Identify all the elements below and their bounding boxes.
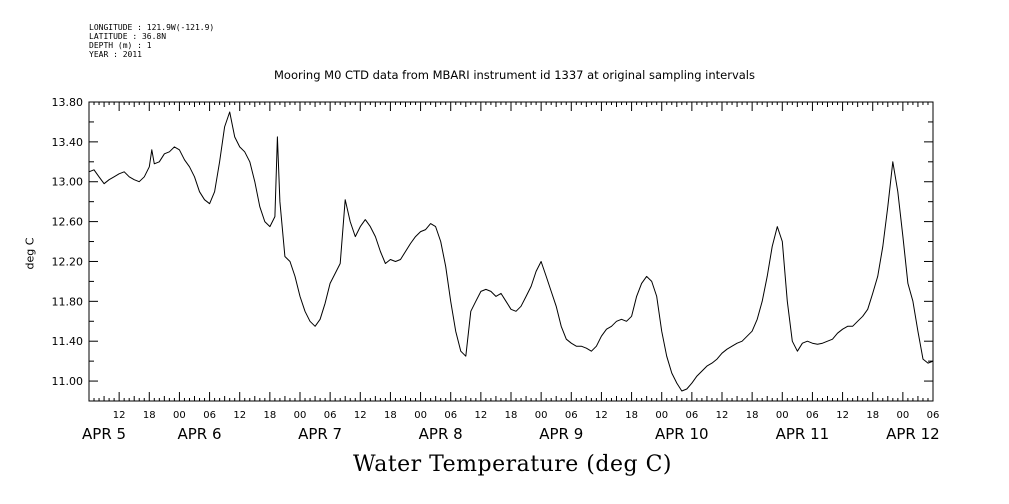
latitude-text: LATITUDE : 36.8N <box>89 32 167 41</box>
x-hour-label: 12 <box>354 410 367 421</box>
x-hour-label: 18 <box>143 410 156 421</box>
x-date-label: APR 10 <box>655 425 709 443</box>
x-hour-label: 00 <box>414 410 427 421</box>
x-hour-label: 12 <box>113 410 126 421</box>
x-hour-label: 12 <box>716 410 729 421</box>
longitude-text: LONGITUDE : 121.9W(-121.9) <box>89 23 215 32</box>
plot-frame <box>88 101 934 402</box>
x-hour-label: 12 <box>836 410 849 421</box>
x-date-label: APR 6 <box>178 425 222 443</box>
x-hour-label: 06 <box>806 410 819 421</box>
x-hour-label: 12 <box>474 410 487 421</box>
depth-text: DEPTH (m) : 1 <box>89 41 152 50</box>
chart-title: Mooring M0 CTD data from MBARI instrumen… <box>274 68 755 82</box>
x-date-label: APR 9 <box>539 425 583 443</box>
x-hour-label: 06 <box>203 410 216 421</box>
x-hour-label: 18 <box>384 410 397 421</box>
y-tick-label: 11.80 <box>52 295 84 308</box>
y-tick-label: 11.00 <box>52 375 84 388</box>
x-hour-label: 00 <box>776 410 789 421</box>
x-hour-label: 00 <box>294 410 307 421</box>
x-hour-label: 06 <box>927 410 940 421</box>
x-date-label: APR 12 <box>886 425 940 443</box>
x-hour-label: 00 <box>173 410 186 421</box>
y-tick-label: 11.40 <box>52 335 84 348</box>
x-hour-label: 12 <box>595 410 608 421</box>
x-hour-label: 18 <box>625 410 638 421</box>
x-hour-label: 18 <box>746 410 759 421</box>
series-line-water-temperature <box>88 111 934 392</box>
year-text: YEAR : 2011 <box>89 50 142 59</box>
y-tick-label: 12.20 <box>52 255 84 268</box>
x-hour-label: 12 <box>233 410 246 421</box>
x-hour-label: 18 <box>866 410 879 421</box>
y-tick-label: 13.40 <box>52 136 84 149</box>
x-hour-label: 06 <box>444 410 457 421</box>
x-hour-label: 00 <box>535 410 548 421</box>
x-hour-label: 06 <box>685 410 698 421</box>
x-axis-label: Water Temperature (deg C) <box>353 452 672 477</box>
x-hour-label: 06 <box>565 410 578 421</box>
x-hour-label: 18 <box>263 410 276 421</box>
x-hour-label: 06 <box>324 410 337 421</box>
y-tick-label: 12.60 <box>52 216 84 229</box>
x-date-label: APR 5 <box>82 425 126 443</box>
x-date-label: APR 8 <box>419 425 463 443</box>
x-hour-label: 18 <box>505 410 518 421</box>
y-tick-label: 13.80 <box>52 96 84 109</box>
x-date-label: APR 7 <box>298 425 342 443</box>
x-date-label: APR 11 <box>776 425 830 443</box>
y-tick-label: 13.00 <box>52 176 84 189</box>
x-hour-label: 00 <box>896 410 909 421</box>
x-hour-label: 00 <box>655 410 668 421</box>
